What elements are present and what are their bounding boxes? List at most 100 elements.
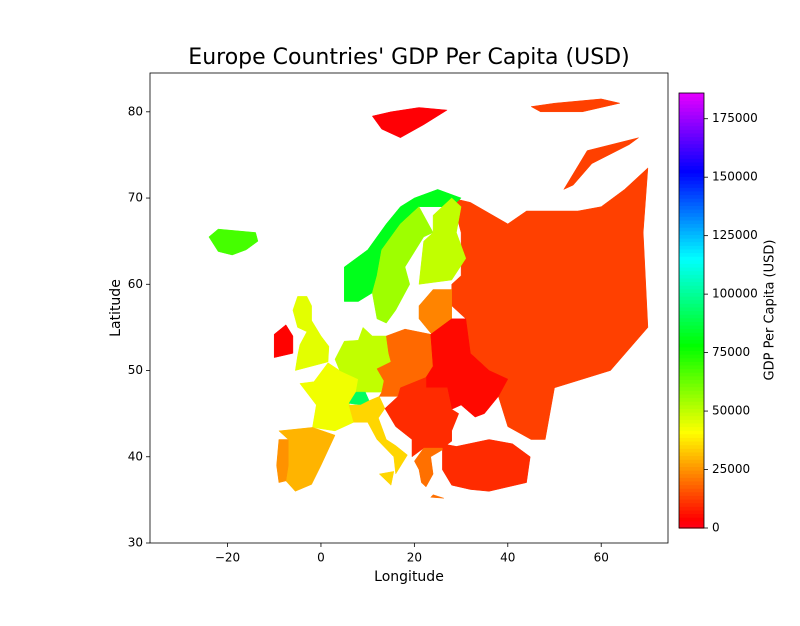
colorbar-swatch <box>679 473 704 478</box>
colorbar-swatch <box>679 277 704 283</box>
colorbar-swatch <box>679 448 704 453</box>
colorbar-swatch <box>679 383 704 388</box>
colorbar-swatch <box>679 285 704 290</box>
colorbar-swatch <box>679 103 704 109</box>
colorbar-swatch <box>679 332 704 337</box>
colorbar-swatch <box>679 93 704 98</box>
colorbar-swatch <box>679 143 704 148</box>
region <box>276 439 289 483</box>
colorbar-tick-label: 50000 <box>712 404 750 418</box>
y-tick-label: 80 <box>128 104 143 118</box>
region <box>292 296 330 371</box>
colorbar-swatch <box>679 169 704 174</box>
colorbar-swatch <box>679 241 704 246</box>
colorbar-swatch <box>679 368 704 373</box>
colorbar-swatch <box>679 161 704 167</box>
colorbar-swatch <box>679 259 704 264</box>
colorbar-swatch <box>679 343 704 348</box>
colorbar-swatch <box>679 96 704 101</box>
colorbar-swatch <box>679 354 704 359</box>
colorbar-swatch <box>679 303 704 308</box>
colorbar-swatch <box>679 386 704 391</box>
colorbar-swatch <box>679 412 704 417</box>
colorbar-swatch <box>679 466 704 471</box>
region <box>442 439 531 492</box>
y-tick-label: 60 <box>128 277 143 291</box>
region <box>378 471 395 486</box>
colorbar-swatch <box>679 375 704 380</box>
colorbar-swatch <box>679 390 704 395</box>
y-axis-label: Latitude <box>108 279 124 337</box>
colorbar-swatch <box>679 437 704 442</box>
colorbar-tick-label: 175000 <box>712 111 758 125</box>
colorbar-swatch <box>679 118 704 123</box>
colorbar-swatch <box>679 209 704 214</box>
colorbar-swatch <box>679 357 704 362</box>
colorbar-tick-label: 150000 <box>712 170 758 184</box>
colorbar-swatch <box>679 136 704 141</box>
colorbar-swatch <box>679 488 704 493</box>
colorbar-swatch <box>679 281 704 286</box>
colorbar-swatch <box>679 122 704 127</box>
colorbar-tick-label: 25000 <box>712 462 750 476</box>
region <box>530 98 620 113</box>
colorbar-swatch <box>679 379 704 384</box>
x-tick-label: 60 <box>594 551 609 565</box>
colorbar-swatch <box>679 248 704 254</box>
colorbar-tick-label: 0 <box>712 521 720 535</box>
colorbar-swatch <box>679 480 704 486</box>
colorbar-swatch <box>679 444 704 449</box>
colorbar-tick-label: 75000 <box>712 345 750 359</box>
colorbar-swatch <box>679 491 704 496</box>
colorbar-swatch <box>679 296 704 301</box>
region <box>348 391 370 406</box>
colorbar-swatch <box>679 176 704 181</box>
colorbar-swatch <box>679 114 704 119</box>
region <box>208 228 259 256</box>
colorbar-swatch <box>679 125 704 130</box>
colorbar-swatch <box>679 180 704 185</box>
x-tick-label: 20 <box>407 551 422 565</box>
colorbar-swatch <box>679 317 704 322</box>
y-tick-label: 30 <box>128 536 143 550</box>
colorbar-swatch <box>679 513 704 518</box>
region <box>414 447 443 488</box>
colorbar-swatch <box>679 111 704 116</box>
colorbar-swatch <box>679 129 704 134</box>
colorbar-swatch <box>679 372 704 377</box>
colorbar-swatch <box>679 234 704 239</box>
colorbar-frame <box>678 92 705 529</box>
colorbar-swatch <box>679 158 704 163</box>
y-tick-label: 70 <box>128 191 143 205</box>
colorbar-swatch <box>679 350 704 355</box>
colorbar-swatch <box>679 364 704 370</box>
colorbar-swatch <box>679 361 704 366</box>
colorbar-swatch <box>679 484 704 489</box>
colorbar-swatch <box>679 100 704 105</box>
colorbar-swatch <box>679 393 704 399</box>
colorbar-swatch <box>679 499 704 504</box>
colorbar-swatch <box>679 205 704 210</box>
colorbar-swatch <box>679 267 704 272</box>
region <box>273 324 294 358</box>
colorbar-swatch <box>679 245 704 250</box>
colorbar-swatch <box>679 441 704 446</box>
colorbar-swatch <box>679 339 704 344</box>
colorbar-swatch <box>679 223 704 228</box>
colorbar-swatch <box>679 502 704 507</box>
colorbar-swatch <box>679 306 704 312</box>
colorbar-swatch <box>679 419 704 424</box>
colorbar-swatch <box>679 524 704 529</box>
colorbar-swatch <box>679 194 704 199</box>
colorbar-swatch <box>679 212 704 217</box>
colorbar-swatch <box>679 459 704 464</box>
colorbar-swatch <box>679 509 704 515</box>
colorbar-label: GDP Per Capita (USD) <box>763 240 778 381</box>
colorbar-tick-label: 100000 <box>712 287 758 301</box>
chart-title: Europe Countries' GDP Per Capita (USD) <box>188 45 629 70</box>
colorbar-swatch <box>679 404 704 409</box>
colorbar-swatch <box>679 154 704 159</box>
colorbar-swatch <box>679 201 704 206</box>
colorbar-swatch <box>679 408 704 413</box>
